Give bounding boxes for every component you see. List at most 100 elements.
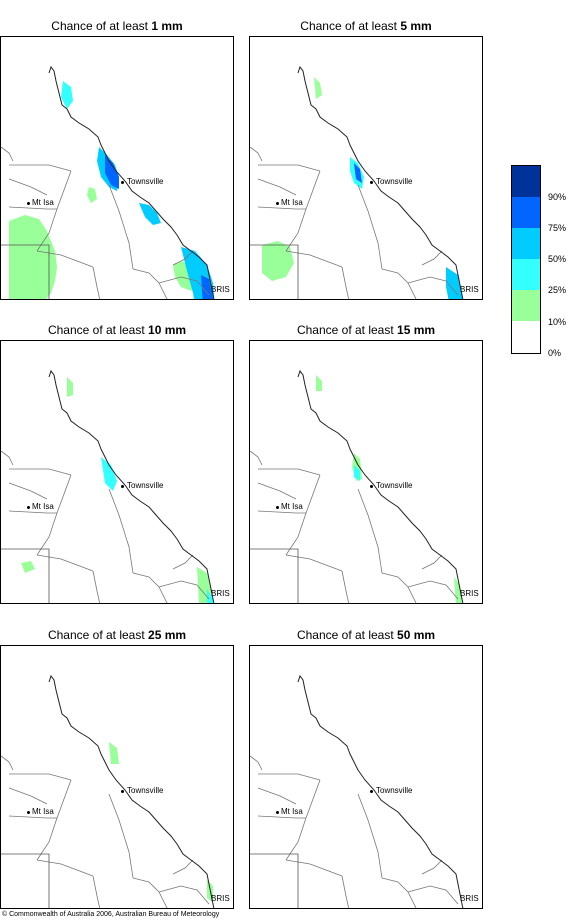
panel-title: Chance of at least 10 mm bbox=[47, 323, 187, 337]
district-boundary bbox=[258, 773, 321, 781]
district-boundary bbox=[9, 164, 72, 172]
state-border bbox=[250, 548, 299, 603]
district-boundary bbox=[381, 572, 409, 588]
district-boundary bbox=[158, 276, 210, 296]
probability-region bbox=[139, 203, 161, 225]
townsville-label: Townsville bbox=[376, 481, 413, 490]
mt-isa-marker bbox=[27, 811, 30, 814]
brisbane-label: BRIS bbox=[211, 589, 230, 598]
district-boundary bbox=[257, 206, 306, 210]
district-boundary bbox=[108, 488, 134, 574]
probability-region bbox=[316, 375, 322, 391]
district-boundary bbox=[108, 793, 134, 879]
district-boundary bbox=[8, 510, 57, 514]
district-boundary bbox=[9, 773, 72, 781]
brisbane-label: BRIS bbox=[460, 894, 479, 903]
district-boundary bbox=[285, 859, 343, 877]
threshold-value: 50 mm bbox=[397, 628, 436, 642]
probability-region bbox=[354, 163, 362, 183]
legend-color-bar bbox=[511, 165, 541, 354]
district-boundary bbox=[9, 468, 72, 476]
brisbane-label: BRIS bbox=[211, 894, 230, 903]
district-boundary bbox=[341, 266, 350, 299]
district-boundary bbox=[421, 554, 443, 570]
district-boundary bbox=[257, 482, 297, 500]
district-boundary bbox=[36, 554, 94, 572]
townsville-label: Townsville bbox=[127, 481, 164, 490]
townsville-marker bbox=[370, 485, 373, 488]
district-boundary bbox=[36, 779, 72, 861]
district-boundary bbox=[407, 891, 417, 908]
probability-legend: 90% 75% 50% 25% 10% 0% bbox=[511, 165, 569, 358]
map-frame: Townsville Mt Isa BRIS bbox=[249, 645, 483, 909]
district-boundary bbox=[257, 510, 306, 514]
map-graphic bbox=[250, 369, 464, 603]
coastline bbox=[297, 674, 464, 908]
townsville-marker bbox=[121, 181, 124, 184]
panel-title: Chance of at least 5 mm bbox=[300, 19, 432, 33]
district-boundary bbox=[357, 184, 383, 270]
mt-isa-marker bbox=[276, 202, 279, 205]
district-boundary bbox=[158, 282, 168, 299]
legend-swatch-25 bbox=[512, 259, 540, 290]
threshold-value: 5 mm bbox=[400, 19, 432, 33]
probability-region bbox=[21, 561, 35, 573]
legend-tick-10: 10% bbox=[548, 317, 567, 327]
district-boundary bbox=[257, 787, 297, 805]
district-boundary bbox=[1, 146, 14, 162]
probability-region bbox=[61, 81, 73, 109]
district-boundary bbox=[158, 586, 168, 603]
district-boundary bbox=[8, 787, 48, 805]
map-graphic bbox=[1, 369, 215, 603]
state-border bbox=[1, 244, 50, 299]
district-boundary bbox=[36, 170, 72, 252]
probability-region bbox=[446, 267, 463, 299]
district-boundary bbox=[36, 859, 94, 877]
legend-swatch-10 bbox=[512, 290, 540, 321]
legend-tick-90: 90% bbox=[548, 192, 567, 202]
copyright-notice: © Commonwealth of Australia 2006, Austra… bbox=[2, 911, 220, 918]
district-boundary bbox=[8, 206, 57, 210]
legend-tick-50: 50% bbox=[548, 254, 567, 264]
mt-isa-label: Mt Isa bbox=[32, 198, 54, 207]
legend-swatch-75 bbox=[512, 197, 540, 228]
district-boundary bbox=[108, 184, 134, 270]
district-boundary bbox=[172, 250, 194, 266]
townsville-label: Townsville bbox=[127, 786, 164, 795]
coastline bbox=[48, 369, 215, 603]
district-boundary bbox=[285, 554, 343, 572]
district-boundary bbox=[158, 580, 210, 600]
district-boundary bbox=[407, 586, 417, 603]
threshold-value: 25 mm bbox=[148, 628, 187, 642]
district-boundary bbox=[8, 482, 48, 500]
district-boundary bbox=[258, 468, 321, 476]
townsville-label: Townsville bbox=[376, 177, 413, 186]
district-boundary bbox=[285, 779, 321, 861]
mt-isa-label: Mt Isa bbox=[281, 198, 303, 207]
district-boundary bbox=[407, 282, 417, 299]
probability-region bbox=[314, 77, 322, 99]
panel-title: Chance of at least 50 mm bbox=[296, 628, 436, 642]
district-boundary bbox=[92, 875, 101, 908]
district-boundary bbox=[8, 178, 48, 196]
brisbane-label: BRIS bbox=[460, 589, 479, 598]
brisbane-label: BRIS bbox=[211, 285, 230, 294]
panel-title: Chance of at least 1 mm bbox=[51, 19, 183, 33]
district-boundary bbox=[36, 250, 94, 268]
probability-region bbox=[105, 155, 119, 189]
legend-swatch-0 bbox=[512, 321, 540, 353]
district-boundary bbox=[285, 474, 321, 556]
district-boundary bbox=[341, 570, 350, 603]
mt-isa-marker bbox=[276, 811, 279, 814]
coastline bbox=[297, 369, 464, 603]
map-frame: Townsville Mt Isa BRIS bbox=[0, 645, 234, 909]
legend-tick-0: 0% bbox=[548, 348, 562, 358]
mt-isa-label: Mt Isa bbox=[32, 502, 54, 511]
district-boundary bbox=[357, 488, 383, 574]
district-boundary bbox=[381, 877, 409, 893]
mt-isa-marker bbox=[276, 506, 279, 509]
district-boundary bbox=[250, 755, 263, 771]
panel-title: Chance of at least 25 mm bbox=[47, 628, 187, 642]
panel-title: Chance of at least 15 mm bbox=[296, 323, 436, 337]
threshold-value: 1 mm bbox=[151, 19, 183, 33]
